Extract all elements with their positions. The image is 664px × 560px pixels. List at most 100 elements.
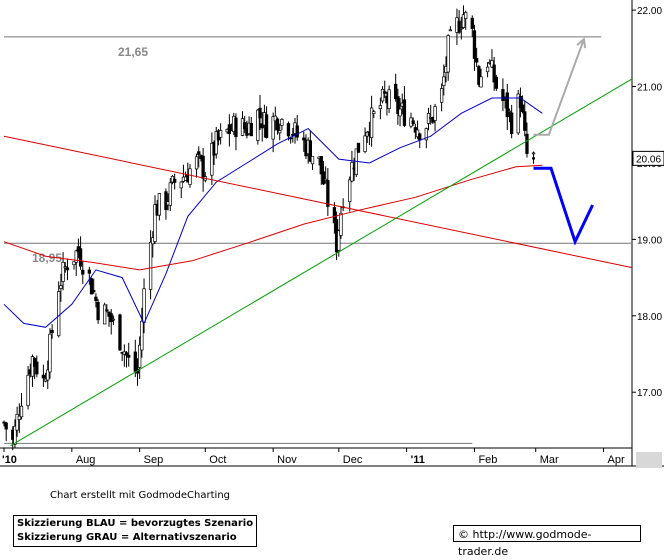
candle-body xyxy=(383,91,387,94)
candle-body xyxy=(188,168,192,185)
candle-body xyxy=(148,242,153,290)
candle-body xyxy=(260,123,264,129)
x-tick-label: '10 xyxy=(2,454,17,466)
x-axis: '10 Aug Sep Oct Nov Dec '11 Feb Mar Apr xyxy=(2,448,654,466)
candle-body xyxy=(439,88,444,103)
y-tick-label: 18.00 xyxy=(637,312,662,323)
candle-body xyxy=(518,96,523,108)
candle-body xyxy=(492,64,496,83)
chart-credit: Chart erstellt mit GodmodeCharting xyxy=(50,490,230,501)
candle-body xyxy=(326,180,330,207)
candle-body xyxy=(339,212,343,236)
candle-body xyxy=(26,374,30,406)
candle-body xyxy=(337,230,341,251)
candle-body xyxy=(118,314,122,351)
candle-body xyxy=(46,369,50,381)
candle-body xyxy=(81,269,85,275)
candle-body xyxy=(96,301,100,321)
candle-body xyxy=(396,96,400,114)
candle-body xyxy=(72,261,76,266)
candle-body xyxy=(433,106,437,121)
candle-body xyxy=(275,118,280,131)
candle-body xyxy=(19,405,24,418)
candle-body xyxy=(50,329,54,334)
x-tick-label: Nov xyxy=(277,454,297,466)
scenario-legend: Skizzierung BLAU = bevorzugtes Szenario … xyxy=(13,515,258,547)
candle-body xyxy=(168,182,172,206)
trendline xyxy=(3,135,633,269)
plot-background xyxy=(4,4,632,448)
candle-body xyxy=(127,354,131,358)
candle-body xyxy=(464,12,468,19)
candle-body xyxy=(89,278,94,295)
candle-body xyxy=(398,108,402,117)
candle-body xyxy=(214,131,218,155)
candle-body xyxy=(295,125,299,138)
candle-body xyxy=(394,83,398,100)
candle-body xyxy=(308,140,312,162)
candle-body xyxy=(402,99,407,126)
candle-body xyxy=(485,66,490,73)
candle-body xyxy=(234,117,238,138)
candle-body xyxy=(457,20,461,33)
candle-body xyxy=(494,76,498,89)
y-tick-label: 17.00 xyxy=(637,388,662,399)
candle-body xyxy=(461,14,466,28)
last-price-label: 20.06 xyxy=(636,154,661,165)
candle-body xyxy=(103,304,107,325)
moving-average-line xyxy=(3,164,543,271)
candle-body xyxy=(227,124,232,135)
scenario-sketches xyxy=(533,37,594,246)
candle-body xyxy=(350,162,354,182)
source-url[interactable]: © http://www.godmode-trader.de xyxy=(453,525,641,558)
candle-body xyxy=(63,266,67,269)
grey-scenario-arrowhead xyxy=(576,37,587,49)
level-label: 18,95 xyxy=(32,251,62,265)
candle-body xyxy=(324,178,328,181)
candle-body xyxy=(179,181,183,189)
candle-body xyxy=(448,29,453,32)
candle-body xyxy=(140,320,144,351)
candle-body xyxy=(218,130,223,138)
candle-body xyxy=(348,179,352,203)
candle-body xyxy=(153,204,157,242)
candle-body xyxy=(372,111,376,114)
x-tick-label: Apr xyxy=(608,454,625,466)
scroll-grip[interactable] xyxy=(636,452,662,468)
candle-body xyxy=(271,116,275,140)
candle-body xyxy=(332,207,337,224)
candle-body xyxy=(197,151,201,155)
candle-body xyxy=(133,351,137,372)
candle-body xyxy=(319,156,323,175)
candle-body xyxy=(387,89,391,109)
candle-body xyxy=(507,110,512,113)
candle-body xyxy=(442,76,446,86)
trendline xyxy=(10,78,633,447)
candle-body xyxy=(310,156,315,165)
candle-body xyxy=(380,88,385,102)
candle-body xyxy=(479,76,483,88)
candle-body xyxy=(531,152,536,155)
moving-average-line xyxy=(3,97,543,328)
candle-body xyxy=(65,267,70,271)
candle-body xyxy=(164,191,168,210)
candle-body xyxy=(472,30,477,59)
x-tick-label: Dec xyxy=(343,454,363,466)
candle-body xyxy=(264,114,269,138)
last-price-box xyxy=(632,150,664,166)
candle-body xyxy=(474,57,479,63)
candle-body xyxy=(35,361,39,375)
candle-body xyxy=(15,414,19,431)
candle-body xyxy=(17,415,21,420)
candle-body xyxy=(490,60,494,68)
candle-body xyxy=(446,35,450,73)
candle-body xyxy=(302,137,306,141)
grey-scenario-path xyxy=(533,38,585,136)
candle-body xyxy=(418,133,422,141)
candle-body xyxy=(124,352,129,356)
plot-area xyxy=(0,0,664,467)
candle-body xyxy=(41,374,46,379)
candle-body xyxy=(378,105,383,110)
candle-body xyxy=(516,93,520,134)
